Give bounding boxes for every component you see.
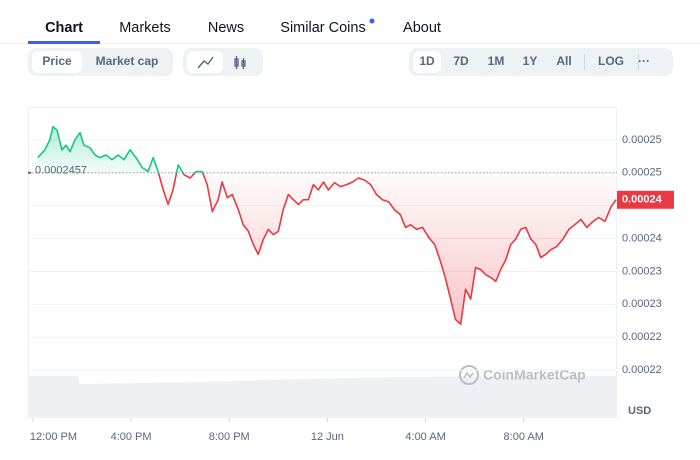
range-button[interactable]: 1D: [419, 54, 435, 68]
toggle[interactable]: Market cap: [96, 54, 159, 68]
range-button[interactable]: 1M: [488, 54, 505, 68]
baseline-marker: [28, 171, 31, 174]
range-group: [409, 48, 673, 76]
active-tab-underline: [28, 41, 100, 44]
x-tick-label: 4:00 AM: [405, 431, 445, 443]
baseline-label: 0.0002457: [35, 165, 87, 177]
y-tick-label: 0.00023: [622, 265, 662, 277]
tab[interactable]: Similar Coins: [280, 20, 365, 36]
current-price-tag: [617, 190, 674, 209]
price-line: [37, 125, 617, 325]
active-range: [413, 51, 441, 73]
y-tick-label: 0.00022: [622, 364, 662, 376]
tab[interactable]: Markets: [119, 20, 171, 36]
y-tick-label: 0.00022: [622, 331, 662, 343]
price-area: [37, 126, 617, 325]
current-price-label: 0.00024: [622, 194, 663, 206]
active-toggle: [32, 51, 82, 73]
tab[interactable]: About: [403, 20, 441, 36]
toggle[interactable]: Price: [42, 54, 72, 68]
new-dot: [369, 18, 375, 24]
x-tick-label: 8:00 PM: [209, 431, 250, 443]
currency: USD: [628, 405, 651, 417]
volume-area: [28, 376, 617, 418]
watermark-text: CoinMarketCap: [483, 367, 586, 383]
candle-icon[interactable]: [234, 56, 246, 69]
range-button[interactable]: 1Y: [523, 54, 538, 68]
line-icon: [197, 56, 214, 69]
watermark: CoinMarketCap: [459, 365, 586, 385]
tab[interactable]: Chart: [45, 20, 83, 36]
y-tick-label: 0.00024: [622, 232, 662, 244]
x-tick-label: 8:00 AM: [504, 431, 544, 443]
x-tick-label: 12 Jun: [311, 431, 344, 443]
range-button[interactable]: All: [556, 54, 571, 68]
y-tick-label: 0.00025: [622, 134, 662, 146]
x-tick-label: 12:00 PM: [30, 431, 77, 443]
x-tick-label: 4:00 PM: [111, 431, 152, 443]
log-button[interactable]: LOG: [598, 54, 624, 68]
range-button[interactable]: 7D: [453, 54, 469, 68]
tab[interactable]: News: [208, 20, 244, 36]
y-tick-label: 0.00023: [622, 298, 662, 310]
y-tick-label: 0.00025: [622, 167, 662, 179]
more-button[interactable]: ···: [638, 54, 650, 68]
